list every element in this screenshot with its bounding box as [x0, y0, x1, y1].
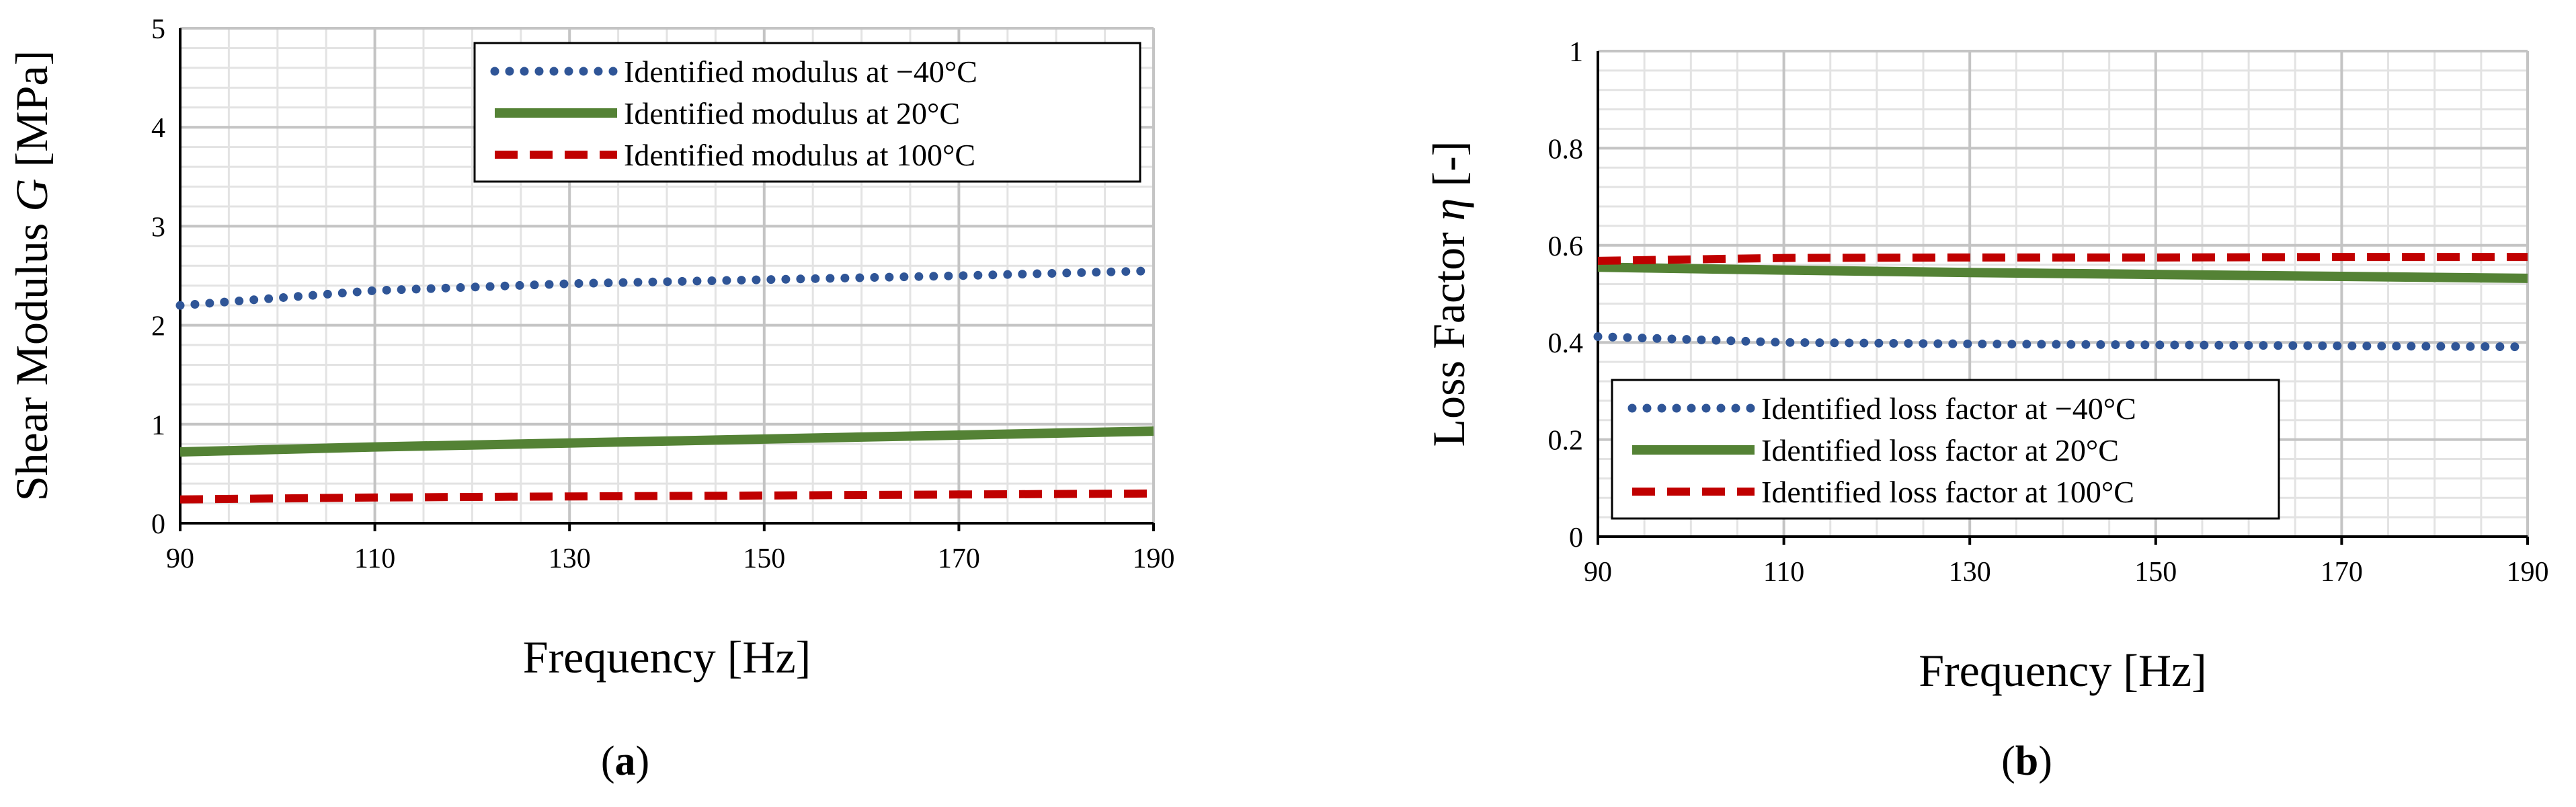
caption-open: (	[2001, 738, 2015, 784]
y-axis-title-symbol: G	[6, 179, 57, 212]
legend-label: Identified modulus at −40°C	[624, 54, 977, 89]
y-tick-label: 5	[151, 14, 165, 45]
caption-close: )	[636, 738, 650, 784]
legend-label: Identified modulus at 100°C	[624, 138, 975, 172]
caption-label: b	[2015, 738, 2038, 784]
caption-label: a	[615, 738, 636, 784]
caption-open: (	[601, 738, 615, 784]
y-axis-title-text: Loss Factor	[1423, 221, 1474, 447]
y-tick-label: 1	[1569, 37, 1583, 68]
panel-caption: (a)	[601, 738, 649, 784]
x-tick-label: 150	[2134, 557, 2177, 588]
series-line-solid	[1597, 262, 2528, 283]
chart-panel-b: 90 110 130 150 170 190 0 0.2 0.4 0.6 0.8 1 Identifie…	[1423, 37, 2549, 784]
y-tick-label: 3	[151, 212, 165, 243]
y-axis-title-text: Shear Modulus	[6, 212, 57, 502]
legend-label: Identified loss factor at −40°C	[1761, 391, 2136, 426]
y-axis-title: Loss Factor η [-]	[1423, 141, 1474, 447]
x-tick-label: 190	[2507, 557, 2549, 588]
series-line-solid	[179, 426, 1154, 457]
x-tick-label: 170	[938, 543, 980, 574]
y-axis-title-symbol: η	[1423, 198, 1474, 221]
y-tick-label: 0.8	[1548, 134, 1584, 165]
x-tick-label: 150	[743, 543, 785, 574]
x-tick-label: 90	[166, 543, 194, 574]
x-tick-label: 130	[549, 543, 591, 574]
y-tick-label: 0.4	[1548, 328, 1584, 359]
series-line-dashed	[1597, 253, 2528, 265]
y-tick-label: 1	[151, 410, 165, 441]
y-tick-label: 0.6	[1548, 231, 1584, 262]
y-axis-title: Shear Modulus G [MPa]	[6, 50, 57, 502]
legend: Identified loss factor at −40°C Identifie…	[1611, 379, 2280, 520]
x-tick-label: 190	[1133, 543, 1175, 574]
y-tick-label: 4	[151, 113, 165, 144]
y-tick-label: 0	[151, 509, 165, 540]
legend-label: Identified modulus at 20°C	[624, 96, 960, 130]
x-tick-label: 110	[354, 543, 395, 574]
x-tick-label: 170	[2321, 557, 2363, 588]
series-line-dashed	[179, 489, 1154, 504]
caption-close: )	[2038, 738, 2052, 784]
x-tick-label: 110	[1763, 557, 1804, 588]
series-line-dotted	[175, 266, 1158, 310]
legend-label: Identified loss factor at 100°C	[1761, 475, 2134, 509]
x-tick-label: 90	[1584, 557, 1612, 588]
y-axis-title-unit: [-]	[1423, 141, 1474, 198]
y-axis-title-unit: [MPa]	[6, 50, 57, 179]
y-tick-label: 2	[151, 311, 165, 342]
legend: Identified modulus at −40°C Identified mo…	[473, 42, 1141, 183]
x-axis-title: Frequency [Hz]	[1919, 645, 2207, 696]
x-axis-title: Frequency [Hz]	[523, 631, 811, 683]
x-tick-label: 130	[1949, 557, 1991, 588]
legend-label: Identified loss factor at 20°C	[1761, 433, 2119, 467]
chart-panel-a: 90 110 130 150 170 190 0 1 2 3 4 5 Identified modulu…	[6, 14, 1175, 784]
y-tick-label: 0	[1569, 523, 1583, 553]
panel-caption: (b)	[2001, 738, 2052, 784]
y-tick-label: 0.2	[1548, 426, 1584, 457]
